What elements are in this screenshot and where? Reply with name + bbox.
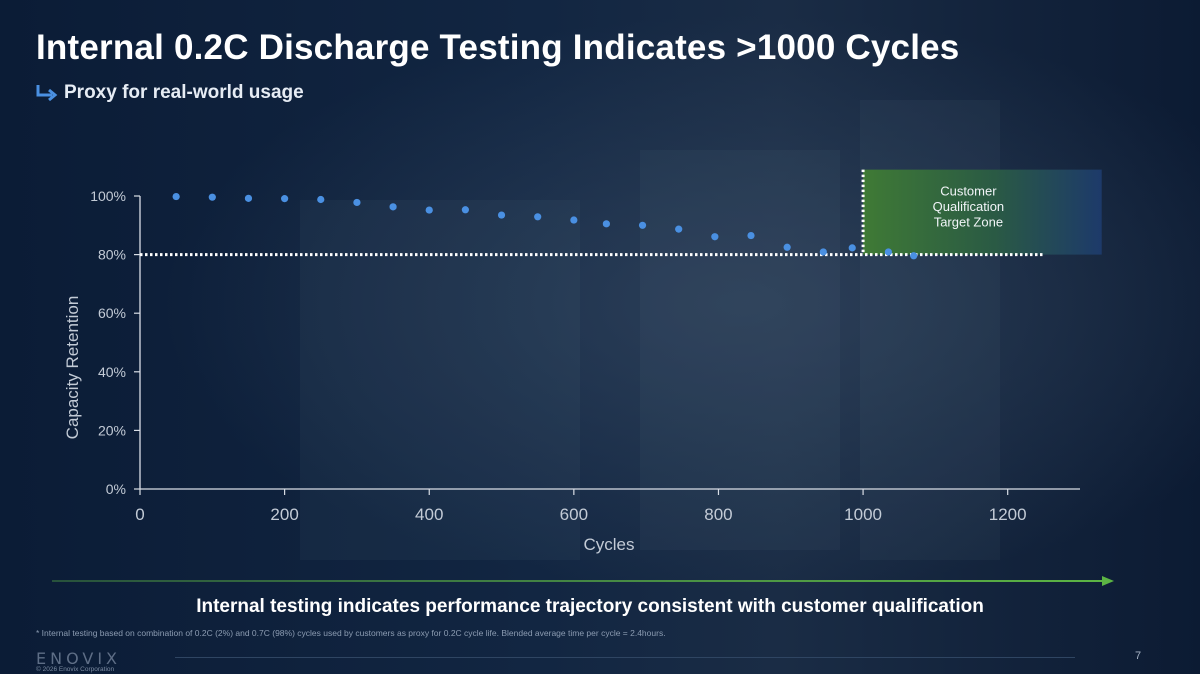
data-point xyxy=(425,206,433,214)
x-tick-label: 1200 xyxy=(989,505,1027,524)
data-point xyxy=(208,193,216,201)
copyright: © 2026 Enovix Corporation xyxy=(36,666,115,673)
data-point xyxy=(281,195,289,203)
slide-title: Internal 0.2C Discharge Testing Indicate… xyxy=(36,28,960,67)
target-zone-label-line: Qualification xyxy=(933,199,1005,214)
y-tick-label: 80% xyxy=(98,247,126,263)
footer-divider xyxy=(175,657,1075,658)
target-zone xyxy=(863,169,1102,255)
x-tick-label: 600 xyxy=(560,505,588,524)
axis-ticks: 0% 20% 40% 60% 80% 100% 0 200 400 600 800 1000 1200 xyxy=(90,188,1026,524)
data-point xyxy=(910,252,918,260)
data-point xyxy=(389,203,397,211)
data-points xyxy=(172,192,918,260)
data-point xyxy=(570,216,578,224)
conclusion-text: Internal testing indicates performance t… xyxy=(196,596,984,617)
return-arrow-icon xyxy=(36,85,58,102)
footnote: * Internal testing based on combination … xyxy=(36,628,666,638)
trajectory-arrow-icon xyxy=(52,576,1114,586)
data-point xyxy=(497,211,506,219)
background-panel xyxy=(640,150,840,550)
data-point xyxy=(172,192,180,201)
enovix-logo: ENOVIX xyxy=(36,649,122,668)
data-point xyxy=(638,221,647,229)
data-point xyxy=(244,194,253,202)
data-point xyxy=(711,233,719,241)
data-point xyxy=(884,248,892,256)
background-panel xyxy=(300,200,580,560)
target-zone-label-line: Target Zone xyxy=(934,215,1003,230)
data-point xyxy=(675,225,683,233)
x-tick-label: 800 xyxy=(704,505,732,524)
data-point xyxy=(747,231,755,240)
data-point xyxy=(848,244,856,252)
data-point xyxy=(819,248,827,256)
page-number: 7 xyxy=(1135,650,1142,662)
data-point xyxy=(602,220,610,228)
target-zone-label-line: Customer xyxy=(940,184,997,199)
data-point xyxy=(353,198,361,207)
data-point xyxy=(461,206,469,214)
y-tick-label: 60% xyxy=(98,305,126,321)
y-tick-label: 40% xyxy=(98,364,126,380)
data-point xyxy=(317,195,325,204)
slide-subtitle: Proxy for real-world usage xyxy=(64,82,304,103)
x-tick-label: 1000 xyxy=(844,505,882,524)
x-tick-label: 400 xyxy=(415,505,443,524)
y-tick-label: 20% xyxy=(98,422,126,438)
x-axis-label: Cycles xyxy=(583,535,634,554)
x-tick-label: 0 xyxy=(135,505,144,524)
subtitle-row: Proxy for real-world usage xyxy=(34,82,304,104)
y-tick-label: 100% xyxy=(90,188,126,204)
x-tick-label: 200 xyxy=(270,505,298,524)
data-point xyxy=(534,213,542,221)
data-point xyxy=(783,243,791,251)
y-axis-label: Capacity Retention xyxy=(63,296,82,440)
y-tick-label: 0% xyxy=(106,481,126,497)
